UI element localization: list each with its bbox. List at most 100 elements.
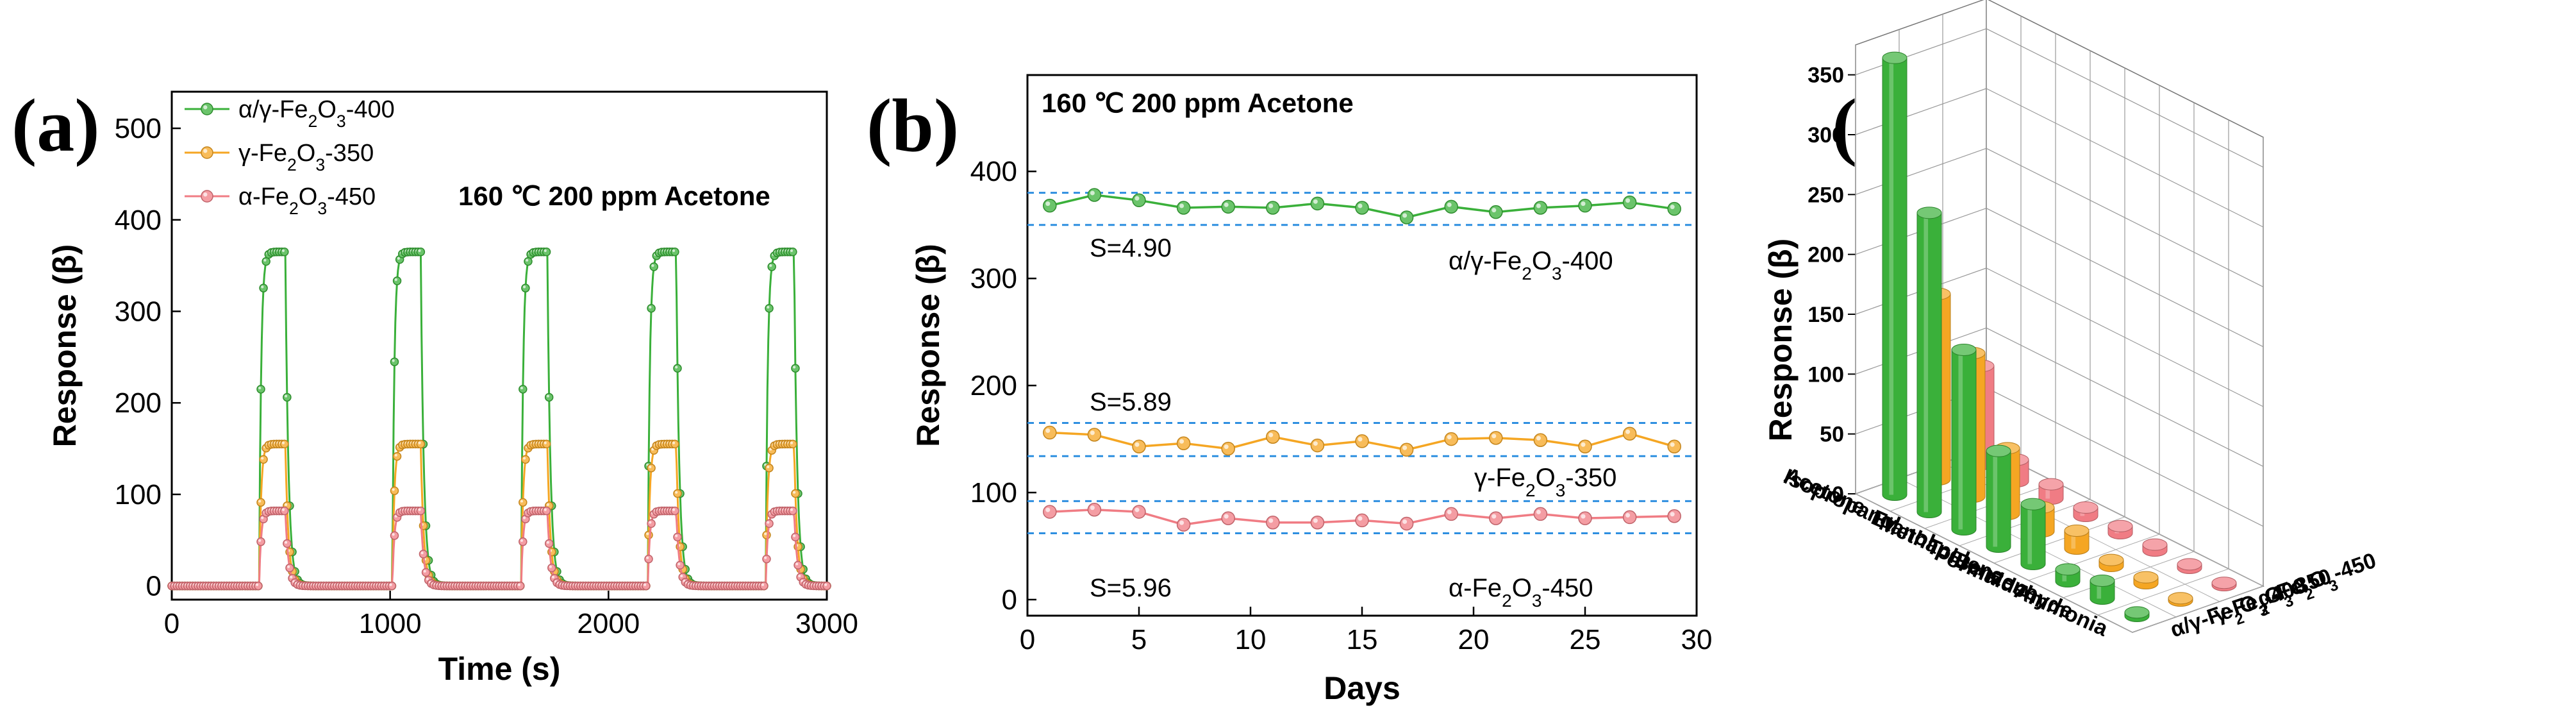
z-tick-label-c: 250 <box>1807 183 1844 207</box>
data-point-a-highlight <box>646 532 649 536</box>
legend-label-a-0: α/γ-Fe2O3-400 <box>238 96 395 131</box>
data-point-a <box>280 247 289 257</box>
y-tick-label-a: 500 <box>115 113 162 144</box>
data-point-a <box>416 439 426 449</box>
data-point-a-highlight <box>258 539 262 542</box>
data-point-a <box>256 498 265 507</box>
data-point-a-highlight <box>544 249 547 253</box>
legend-marker-a-2-highlight <box>203 192 208 197</box>
data-point-b-highlight <box>1045 507 1051 512</box>
data-point-a <box>542 506 551 516</box>
y-tick-label-b: 0 <box>1002 584 1017 616</box>
y-tick-label-a: 200 <box>115 387 162 419</box>
series-label-c-1: γ-Fe2O3-350 <box>2211 564 2337 634</box>
z-tick-label-c: 350 <box>1807 63 1844 88</box>
bar-c <box>2064 525 2090 555</box>
data-point-b-highlight <box>1536 509 1541 514</box>
data-point-a-highlight <box>544 441 547 444</box>
data-point-a-highlight <box>526 258 529 262</box>
condition-label-b: 160 ℃ 200 ppm Acetone <box>1042 88 1354 118</box>
data-point-b-highlight <box>1045 428 1051 434</box>
data-point-b <box>1132 439 1146 453</box>
bar-body-c <box>2090 580 2115 605</box>
data-point-b <box>1355 201 1369 215</box>
data-point-b-highlight <box>1313 441 1318 446</box>
data-point-a-highlight <box>767 305 770 309</box>
data-point-a-highlight <box>281 441 285 444</box>
data-point-a <box>791 532 800 542</box>
x-tick-label-b: 5 <box>1131 624 1147 655</box>
data-point-a-highlight <box>418 441 421 444</box>
bar-top-c <box>2177 558 2202 571</box>
data-point-a <box>788 247 797 257</box>
data-point-b <box>1176 201 1191 215</box>
panel-b-stability-vs-days: (b)0 5 10 15 20 25 300100200300400DaysResponse… <box>867 74 1712 706</box>
data-point-a <box>644 530 653 539</box>
data-point-a <box>647 519 656 528</box>
bar-shine-c <box>1924 212 1929 512</box>
data-point-a-highlight <box>680 574 683 578</box>
data-point-a-highlight <box>261 516 264 519</box>
data-point-b <box>1489 205 1503 219</box>
data-point-a-highlight <box>263 258 267 262</box>
grid-line-c <box>1855 88 1987 135</box>
data-point-a-highlight <box>764 556 767 559</box>
data-point-b <box>1043 505 1057 519</box>
x-tick-label-a: 3000 <box>795 608 858 639</box>
data-point-b-highlight <box>1581 442 1586 447</box>
data-point-a <box>765 304 774 313</box>
data-point-a-highlight <box>284 503 288 506</box>
bar-top-c <box>1986 444 2011 457</box>
bar-c <box>1986 444 2011 553</box>
data-point-a-highlight <box>392 533 395 536</box>
data-point-a <box>283 539 292 548</box>
bar-top-c <box>2124 606 2150 619</box>
data-point-a-highlight <box>544 508 547 511</box>
data-point-a <box>285 563 294 573</box>
series-line-a-2 <box>172 510 827 587</box>
data-point-b <box>1489 431 1503 445</box>
data-point-a-highlight <box>546 541 549 544</box>
data-point-b <box>1266 430 1280 444</box>
data-point-b <box>1310 196 1325 211</box>
data-point-b-highlight <box>1447 202 1452 207</box>
bar-shine-c <box>2097 580 2102 599</box>
bar-top-c <box>2168 592 2193 605</box>
bar-c <box>2073 501 2098 522</box>
data-point-a-highlight <box>651 264 654 267</box>
data-point-a <box>259 455 268 464</box>
data-point-a-highlight <box>551 575 555 578</box>
floor-grid-c <box>1993 516 2125 564</box>
data-point-a <box>521 455 530 464</box>
y-axis-title-b: Response (β) <box>910 244 946 447</box>
data-point-a <box>670 439 679 449</box>
bar-c <box>2020 498 2046 570</box>
series-label-b-1: γ-Fe2O3-350 <box>1474 464 1616 500</box>
data-point-b-highlight <box>1090 430 1095 435</box>
legend-label-a-1: γ-Fe2O3-350 <box>238 140 374 174</box>
x-tick-label-b: 10 <box>1235 624 1267 655</box>
bar-top-c <box>1882 51 1907 64</box>
data-point-a-highlight <box>261 285 264 289</box>
data-point-a-highlight <box>426 577 429 580</box>
z-tick-label-c: 150 <box>1807 303 1844 327</box>
data-point-b-highlight <box>1536 203 1541 208</box>
data-point-b <box>1444 507 1458 521</box>
data-point-b-highlight <box>1179 520 1184 525</box>
data-point-b-highlight <box>1581 514 1586 519</box>
x-axis-title-a: Time (s) <box>438 651 561 687</box>
data-point-b <box>1399 516 1414 531</box>
data-point-b <box>1355 513 1369 528</box>
data-point-a <box>765 464 774 473</box>
stability-s-label-b-0: S=4.90 <box>1090 234 1172 262</box>
bar-body-c <box>1882 57 1907 501</box>
y-tick-label-b: 400 <box>970 156 1017 187</box>
data-point-b <box>1399 443 1414 457</box>
data-point-a <box>670 247 679 257</box>
bar-c <box>2090 575 2115 605</box>
data-point-a <box>676 561 685 569</box>
data-point-a <box>256 385 265 394</box>
data-point-b-highlight <box>1313 518 1318 523</box>
data-point-b <box>1176 436 1191 450</box>
series-line-a-0 <box>172 251 827 587</box>
